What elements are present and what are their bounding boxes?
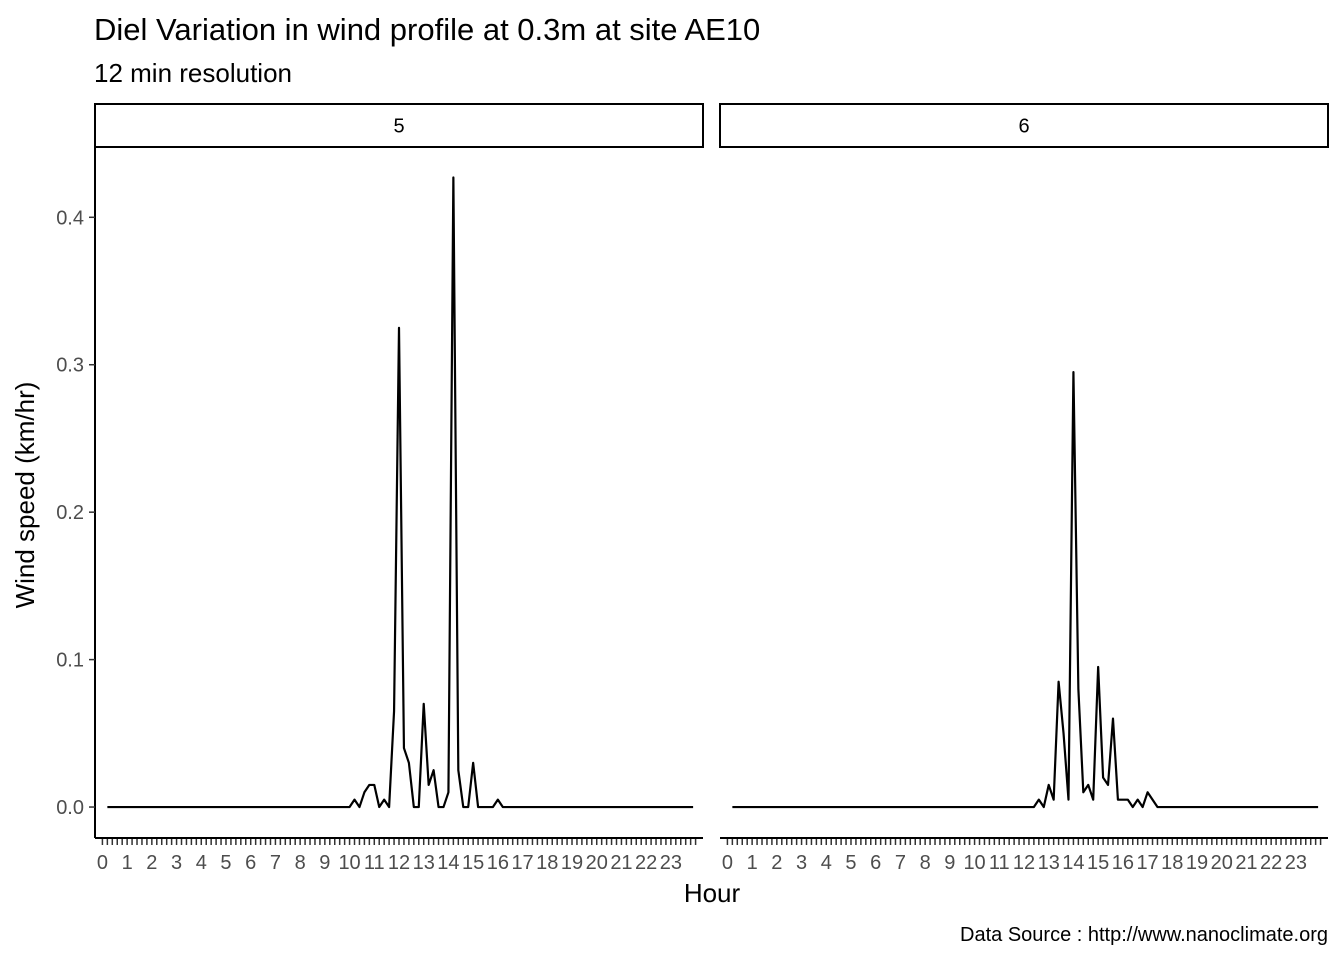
x-tick-label: 16 xyxy=(1112,852,1134,874)
x-tick-label: 9 xyxy=(319,852,330,874)
facet-strip-label: 6 xyxy=(1018,116,1029,138)
x-tick-label: 5 xyxy=(845,852,856,874)
x-tick-label: 6 xyxy=(245,852,256,874)
x-tick-label: 15 xyxy=(1087,852,1109,874)
x-tick-label: 20 xyxy=(1211,852,1233,874)
x-tick-label: 12 xyxy=(388,852,410,874)
x-tick-label: 22 xyxy=(1260,852,1282,874)
x-tick-label: 1 xyxy=(122,852,133,874)
x-tick-label: 23 xyxy=(1285,852,1307,874)
x-minor-ticks xyxy=(726,839,1322,845)
x-tick-label: 8 xyxy=(295,852,306,874)
x-tick-label: 20 xyxy=(586,852,608,874)
x-tick-label: 7 xyxy=(895,852,906,874)
x-tick-label: 5 xyxy=(220,852,231,874)
y-tick-label: 0.0 xyxy=(56,797,84,819)
x-tick-label: 2 xyxy=(146,852,157,874)
y-tick-label: 0.3 xyxy=(56,355,84,377)
x-tick-label: 10 xyxy=(338,852,360,874)
x-tick-label: 8 xyxy=(920,852,931,874)
x-tick-label: 10 xyxy=(963,852,985,874)
x-tick-label: 15 xyxy=(462,852,484,874)
x-tick-label: 4 xyxy=(821,852,832,874)
x-tick-label: 22 xyxy=(635,852,657,874)
x-tick-label: 19 xyxy=(1186,852,1208,874)
x-tick-label: 14 xyxy=(437,852,459,874)
x-tick-label: 2 xyxy=(771,852,782,874)
x-tick-label: 11 xyxy=(364,852,385,874)
y-tick-label: 0.1 xyxy=(56,650,84,672)
x-axis-title: Hour xyxy=(684,878,741,908)
facet-strip xyxy=(94,103,704,148)
x-tick-label: 17 xyxy=(1136,852,1158,874)
facet-strip xyxy=(719,103,1329,148)
wind-speed-line xyxy=(732,371,1319,809)
x-tick-label: 23 xyxy=(660,852,682,874)
facet-panel-6: 60 1 2 3 4 5 6 7 8 9 10 11 12 13 14 15 16 17 18 19 20 21 22 23 xyxy=(719,103,1329,874)
y-tick-label: 0.4 xyxy=(56,207,84,229)
wind-speed-line xyxy=(107,176,694,809)
x-tick-label: 9 xyxy=(944,852,955,874)
x-tick-label: 19 xyxy=(561,852,583,874)
chart-subtitle: 12 min resolution xyxy=(94,58,292,88)
y-tick-label: 0.2 xyxy=(56,502,84,524)
x-tick-label: 13 xyxy=(1038,852,1060,874)
x-tick-label: 17 xyxy=(511,852,533,874)
x-tick-label: 11 xyxy=(989,852,1010,874)
x-tick-label: 14 xyxy=(1062,852,1084,874)
x-tick-label: 18 xyxy=(1161,852,1183,874)
x-tick-label: 0 xyxy=(97,852,108,874)
data-source-caption: Data Source : http://www.nanoclimate.org xyxy=(960,924,1328,946)
x-tick-label: 21 xyxy=(610,852,632,874)
x-tick-label: 6 xyxy=(870,852,881,874)
x-tick-label: 13 xyxy=(413,852,435,874)
x-tick-label: 1 xyxy=(747,852,758,874)
x-tick-label: 7 xyxy=(270,852,281,874)
x-tick-label: 18 xyxy=(536,852,558,874)
facet-strip-label: 5 xyxy=(393,116,404,138)
y-axis: 0.0 0.1 0.2 0.3 0.4 xyxy=(56,148,96,838)
x-tick-label: 21 xyxy=(1235,852,1257,874)
chart-title: Diel Variation in wind profile at 0.3m a… xyxy=(94,12,760,47)
x-tick-label: 0 xyxy=(722,852,733,874)
facet-panel-5: 50 1 2 3 4 5 6 7 8 9 10 11 12 13 14 15 16 17 18 19 20 21 22 23 xyxy=(94,103,704,874)
x-tick-label: 12 xyxy=(1013,852,1035,874)
y-axis-title: Wind speed (km/hr) xyxy=(10,382,40,609)
x-tick-label: 3 xyxy=(796,852,807,874)
x-tick-label: 4 xyxy=(196,852,207,874)
x-minor-ticks xyxy=(101,839,697,845)
x-tick-label: 3 xyxy=(171,852,182,874)
x-tick-label: 16 xyxy=(487,852,509,874)
facet-panels: 50 1 2 3 4 5 6 7 8 9 10 11 12 13 14 15 16 17 18 19 20 21 22 236… xyxy=(94,103,1329,874)
